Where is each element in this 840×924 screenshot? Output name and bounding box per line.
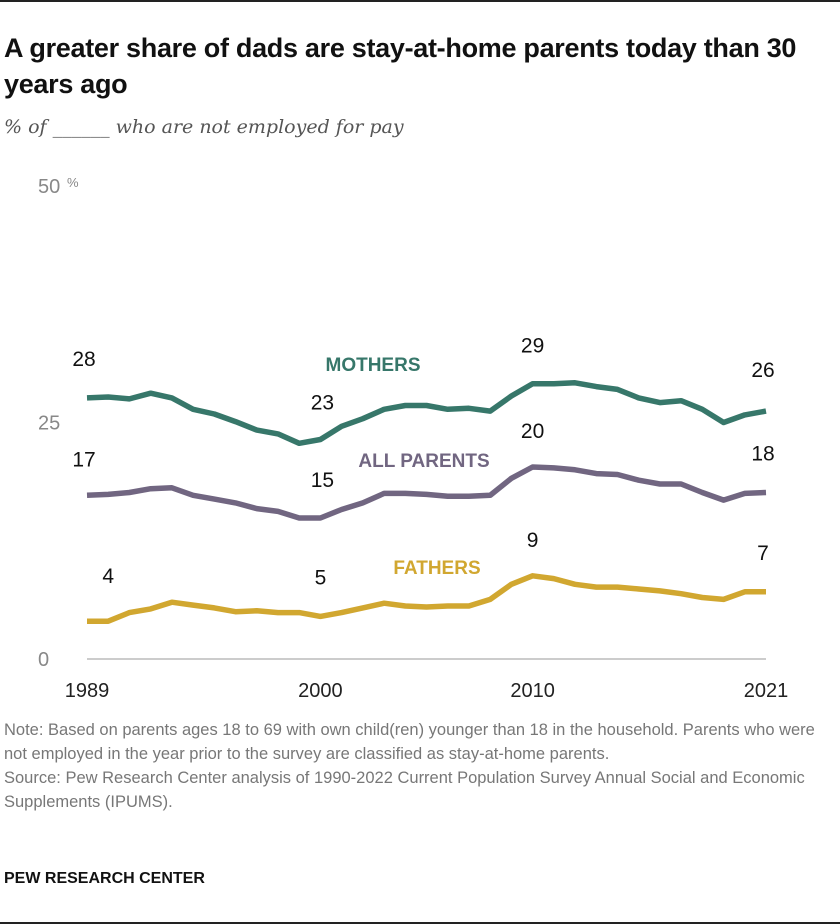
x-tick-label: 1989 bbox=[65, 680, 110, 702]
y-unit-label: % bbox=[67, 175, 79, 190]
series-line-fathers bbox=[87, 573, 766, 624]
series-label: MOTHERS bbox=[326, 355, 421, 376]
data-label: 28 bbox=[72, 348, 95, 371]
series-line-all-parents bbox=[86, 464, 767, 521]
series-label: FATHERS bbox=[393, 558, 480, 579]
x-tick-label: 2021 bbox=[744, 680, 789, 702]
chart-subtitle: % of ______ who are not employed for pay bbox=[4, 116, 404, 138]
data-label: 4 bbox=[102, 565, 114, 588]
source-text: Source: Pew Research Center analysis of … bbox=[4, 769, 805, 811]
data-label: 15 bbox=[311, 469, 334, 492]
data-label: 18 bbox=[751, 443, 774, 466]
y-tick-label: 25 bbox=[38, 413, 60, 435]
y-tick-label: 50 bbox=[38, 176, 60, 198]
data-label: 29 bbox=[521, 335, 544, 358]
data-label: 17 bbox=[72, 448, 95, 471]
top-rule bbox=[0, 0, 840, 2]
note-text: Note: Based on parents ages 18 to 69 wit… bbox=[4, 721, 815, 763]
data-label: 23 bbox=[311, 392, 334, 415]
data-label: 20 bbox=[521, 420, 544, 443]
data-label: 7 bbox=[757, 542, 769, 565]
data-label: 5 bbox=[315, 566, 327, 589]
x-tick-label: 2000 bbox=[298, 680, 343, 702]
series-line-mothers bbox=[86, 380, 767, 447]
data-label: 26 bbox=[751, 359, 774, 382]
y-tick-label: 0 bbox=[38, 649, 49, 671]
x-tick-label: 2010 bbox=[510, 680, 555, 702]
series-label: ALL PARENTS bbox=[358, 451, 489, 472]
data-label: 9 bbox=[527, 529, 539, 552]
bottom-rule bbox=[0, 922, 840, 924]
chart-notes: Note: Based on parents ages 18 to 69 wit… bbox=[4, 718, 834, 814]
brand-logo-text: PEW RESEARCH CENTER bbox=[4, 870, 205, 887]
chart-title: A greater share of dads are stay-at-home… bbox=[4, 33, 797, 99]
